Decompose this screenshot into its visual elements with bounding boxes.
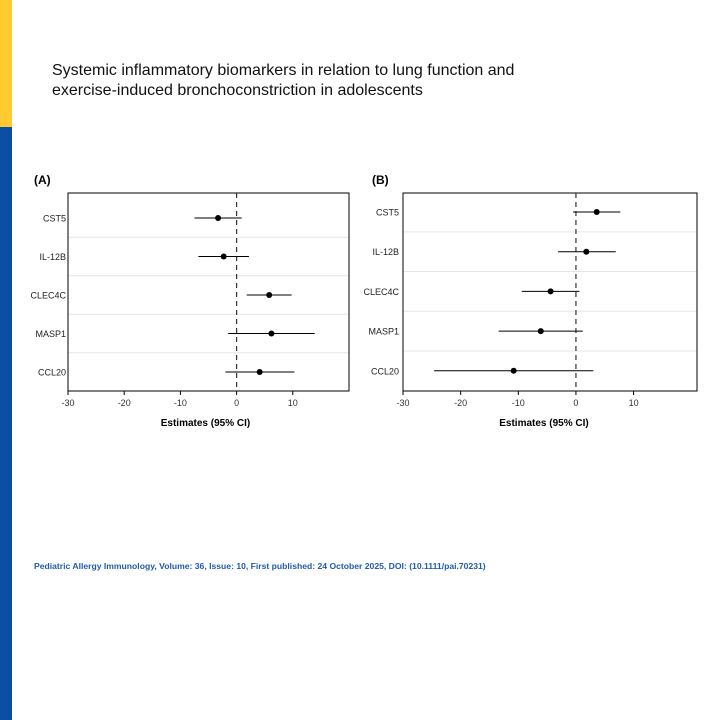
panel-label: (B) (372, 173, 389, 187)
plot-frame (402, 192, 698, 392)
x-axis-label: Estimates (95% CI) (499, 418, 588, 429)
x-tick-label: -30 (61, 398, 74, 408)
x-tick-label: -20 (454, 398, 467, 408)
estimate-point (266, 292, 273, 298)
estimate-point (220, 253, 227, 260)
estimate-point (215, 215, 222, 221)
slide-title-line1: Systemic inflammatory biomarkers in rela… (52, 62, 515, 79)
x-tick-label: 10 (288, 398, 298, 408)
panel-label: (A) (34, 173, 51, 187)
slide-title-line2: exercise-induced bronchoconstriction in … (52, 82, 423, 99)
y-category-label: CLEC4C (30, 291, 66, 301)
x-tick-label: 10 (629, 398, 639, 408)
x-tick-label: -10 (174, 398, 187, 408)
x-tick-label: -10 (512, 398, 525, 408)
plot-frame (67, 192, 350, 392)
y-category-label: CST5 (43, 214, 66, 224)
estimate-point (510, 367, 517, 374)
slide-title: Systemic inflammatory biomarkers in rela… (52, 61, 572, 101)
x-tick-label: 0 (573, 398, 578, 408)
x-tick-label: 0 (234, 398, 239, 408)
y-category-label: IL-12B (372, 247, 399, 257)
x-tick-label: -30 (396, 398, 409, 408)
x-axis-label: Estimates (95% CI) (161, 418, 250, 429)
y-category-label: CLEC4C (363, 287, 399, 297)
estimate-point (256, 369, 263, 375)
x-tick-label: -20 (118, 398, 131, 408)
y-category-label: CCL20 (38, 368, 66, 378)
accent-bar-yellow (0, 0, 12, 127)
estimate-point (268, 330, 275, 337)
y-category-label: IL-12B (39, 252, 66, 262)
estimate-point (583, 248, 590, 255)
y-category-label: MASP1 (35, 329, 66, 339)
estimate-point (547, 288, 554, 295)
y-category-label: CCL20 (371, 366, 399, 376)
accent-bar-blue (0, 127, 12, 720)
estimate-point (537, 328, 544, 335)
y-category-label: CST5 (376, 208, 399, 218)
y-category-label: MASP1 (368, 327, 399, 337)
estimate-point (593, 209, 600, 215)
citation-text: Pediatric Allergy Immunology, Volume: 36… (34, 561, 486, 571)
